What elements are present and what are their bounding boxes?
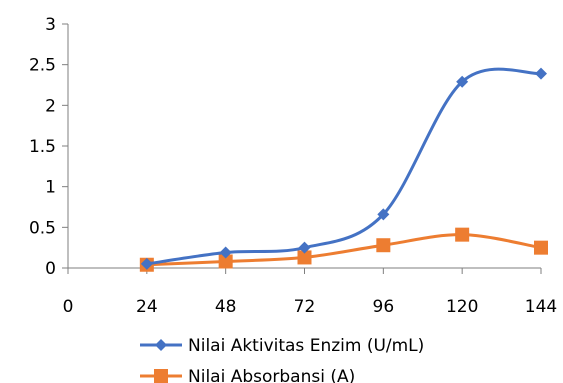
data-point-enzyme-activity (140, 257, 153, 270)
data-point-absorbance (534, 240, 548, 255)
x-tick-label: 72 (294, 297, 316, 317)
series-layer (139, 67, 548, 272)
x-tick-label: 144 (525, 297, 557, 317)
x-tick-label: 96 (373, 297, 395, 317)
y-tick-label: 0.5 (29, 218, 56, 238)
x-tick-label: 24 (136, 297, 158, 317)
x-tick-label: 120 (446, 297, 478, 317)
data-point-absorbance (455, 227, 470, 242)
x-tick-label: 48 (215, 297, 237, 317)
y-tick-label: 3 (45, 15, 56, 35)
data-point-enzyme-activity (535, 67, 547, 80)
legend-item-enzyme-activity: Nilai Aktivitas Enzim (U/mL) (140, 336, 424, 356)
legend-label-enzyme-activity: Nilai Aktivitas Enzim (U/mL) (188, 336, 424, 356)
data-point-absorbance (376, 238, 391, 253)
y-tick-label: 2.5 (29, 56, 56, 76)
data-point-enzyme-activity (219, 246, 232, 259)
y-tick-label: 1.5 (29, 137, 56, 157)
y-tick-label: 0 (45, 259, 56, 279)
y-tick-label: 1 (45, 178, 56, 198)
series-line-enzyme-activity (145, 67, 543, 266)
data-point-absorbance (297, 250, 312, 265)
series-line-absorbance (145, 233, 543, 267)
x-tick-label: 0 (63, 297, 74, 317)
series-absorbance (139, 227, 548, 272)
legend-label-absorbance: Nilai Absorbansi (A) (188, 367, 355, 383)
legend-marker-absorbance (154, 369, 168, 383)
data-point-enzyme-activity (377, 208, 390, 221)
legend-item-absorbance: Nilai Absorbansi (A) (140, 367, 355, 383)
legend-marker-enzyme-activity (155, 339, 167, 351)
data-point-absorbance (218, 254, 233, 269)
series-enzyme-activity (140, 67, 547, 270)
x-axis: 0 24 48 72 96 120 144 (63, 267, 557, 317)
data-point-enzyme-activity (456, 75, 469, 88)
data-point-enzyme-activity (298, 241, 311, 254)
y-tick-label: 2 (45, 96, 56, 116)
legend: Nilai Aktivitas Enzim (U/mL) Nilai Absorb… (140, 336, 424, 383)
y-axis: 0 0.5 1 1.5 2 2.5 3 (29, 15, 69, 279)
